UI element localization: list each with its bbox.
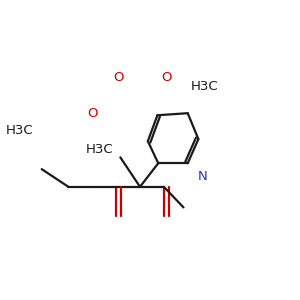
Text: H3C: H3C (190, 80, 218, 93)
Text: H3C: H3C (6, 124, 33, 137)
Text: O: O (161, 71, 172, 84)
Text: O: O (113, 71, 124, 84)
Text: H3C: H3C (86, 143, 113, 157)
Text: N: N (197, 170, 207, 183)
Text: O: O (87, 107, 98, 120)
